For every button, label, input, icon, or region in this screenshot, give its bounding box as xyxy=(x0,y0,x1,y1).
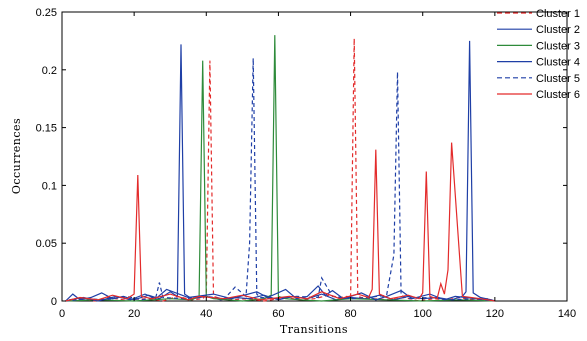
x-tick-label: 80 xyxy=(344,308,356,320)
x-axis-title: Transitions xyxy=(280,323,348,336)
x-tick-label: 60 xyxy=(272,308,284,320)
y-tick-label: 0.2 xyxy=(42,65,57,77)
legend-label-6: Cluster 6 xyxy=(536,89,580,101)
x-tick-label: 140 xyxy=(558,308,576,320)
x-tick-label: 100 xyxy=(414,308,432,320)
x-tick-label: 20 xyxy=(128,308,140,320)
x-tick-label: 40 xyxy=(200,308,212,320)
y-tick-label: 0 xyxy=(51,296,57,308)
plot-area xyxy=(62,12,567,301)
legend-label-5: Cluster 5 xyxy=(536,73,580,85)
y-tick-label: 0.15 xyxy=(36,123,57,135)
legend-label-4: Cluster 4 xyxy=(536,57,580,69)
legend-label-3: Cluster 3 xyxy=(536,40,580,52)
y-axis-title: Occurrences xyxy=(10,118,23,194)
x-tick-label: 0 xyxy=(59,308,65,320)
x-tick-label: 120 xyxy=(486,308,504,320)
legend-label-2: Cluster 2 xyxy=(536,24,580,36)
legend-label-1: Cluster 1 xyxy=(536,8,580,20)
y-tick-label: 0.1 xyxy=(42,180,57,192)
y-tick-label: 0.05 xyxy=(36,238,57,250)
y-tick-label: 0.25 xyxy=(36,7,57,19)
